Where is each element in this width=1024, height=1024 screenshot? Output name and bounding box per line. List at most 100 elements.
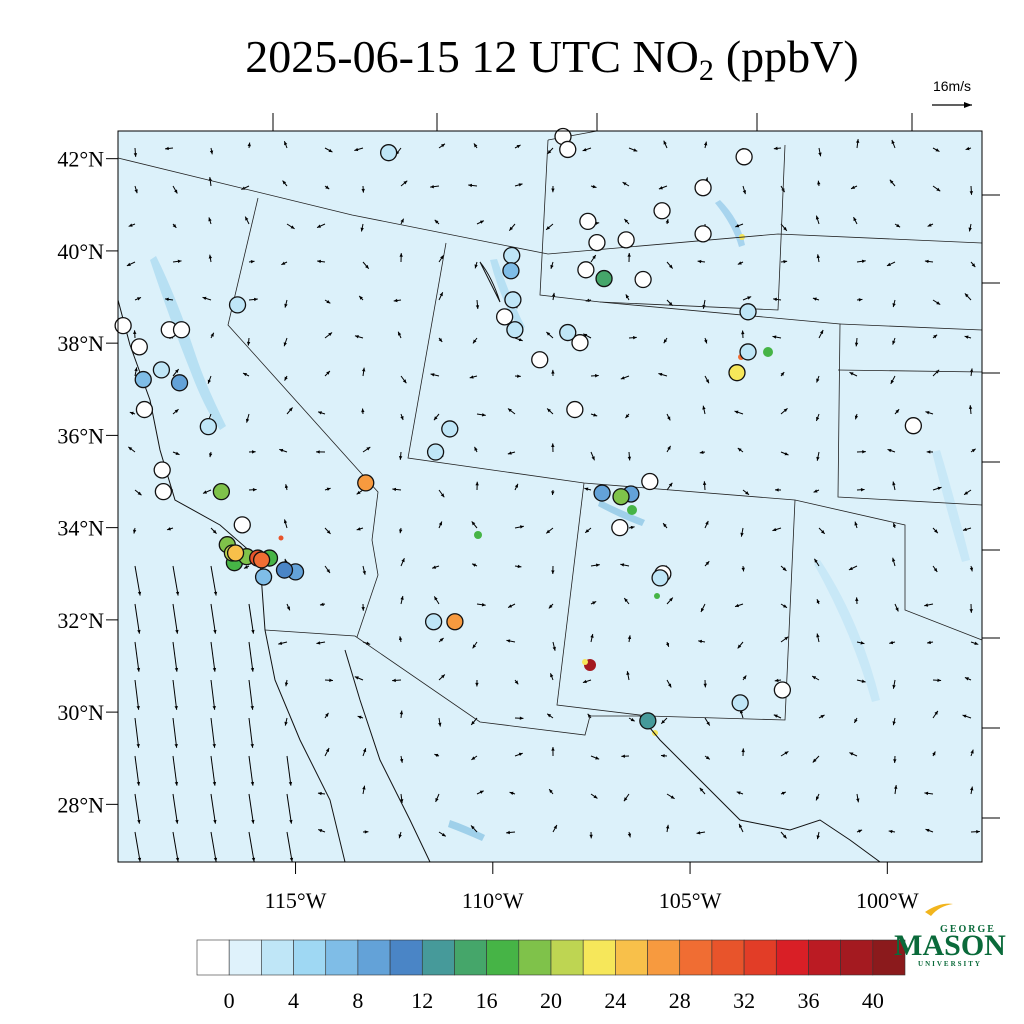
wind-arrow <box>590 793 598 799</box>
wind-arrow <box>894 603 899 612</box>
wind-head <box>133 153 138 157</box>
lat-tick-label: 42°N <box>57 147 104 172</box>
wind-arrow <box>433 596 440 605</box>
wind-arrow <box>660 754 668 758</box>
wind-arrow <box>248 679 254 710</box>
wind-arrow <box>134 297 142 301</box>
wind-arrow <box>284 484 289 491</box>
wind-arrow <box>476 603 486 607</box>
wind-head <box>935 148 940 152</box>
wind-arrow <box>737 261 744 265</box>
wind-arrow <box>470 825 478 833</box>
wind-arrow <box>509 791 516 795</box>
wind-head <box>439 292 443 297</box>
wind-arrow <box>172 831 180 862</box>
wind-head <box>251 857 256 862</box>
wind-head <box>128 223 133 227</box>
wind-arrow <box>475 679 479 687</box>
stations <box>114 127 923 730</box>
wind-head <box>245 418 250 423</box>
wind-head <box>213 591 218 596</box>
lat-tick-label: 34°N <box>57 516 104 541</box>
wind-head <box>937 678 942 682</box>
wind-head <box>175 369 179 373</box>
wind-head <box>136 781 141 786</box>
wind-head <box>290 225 295 229</box>
station <box>731 694 749 712</box>
wind-head <box>137 629 141 634</box>
wind-head <box>627 833 632 838</box>
station <box>357 474 375 492</box>
wind-head <box>509 226 513 231</box>
wind-arrow <box>134 565 142 596</box>
wind-arrow <box>932 147 940 152</box>
wind-arrow <box>702 481 707 491</box>
wind-arrow <box>172 679 178 710</box>
wind-arrow <box>816 375 820 383</box>
station <box>571 334 589 352</box>
wind-head <box>773 146 778 151</box>
wind-head <box>892 481 896 486</box>
wind-head <box>210 332 214 337</box>
wind-arrow <box>892 717 896 726</box>
wind-head <box>519 525 524 529</box>
wind-head <box>283 342 287 347</box>
wind-head <box>774 488 779 492</box>
wind-head <box>741 567 745 572</box>
wind-arrow <box>438 143 446 149</box>
wind-head <box>550 264 554 269</box>
wind-arrow <box>849 752 858 757</box>
wind-arrow <box>472 641 478 649</box>
wind-arrow <box>434 219 440 225</box>
wind-head <box>702 405 706 410</box>
wind-vectors <box>126 139 980 862</box>
wind-arrow <box>209 147 214 155</box>
wind-arrow <box>400 375 407 384</box>
wind-arrow <box>665 824 670 833</box>
wind-head <box>669 597 673 602</box>
wind-head <box>970 749 974 754</box>
wind-arrow <box>210 527 217 534</box>
wind-head <box>818 152 822 157</box>
wind-arrow <box>660 717 668 725</box>
colorbar-tick-label: 28 <box>669 988 691 1013</box>
lat-tick-label: 32°N <box>57 608 104 633</box>
wind-head <box>517 564 522 569</box>
wind-arrow <box>128 223 136 227</box>
wind-head <box>546 331 551 336</box>
station <box>153 461 171 479</box>
wind-arrow <box>811 675 820 681</box>
wind-arrow <box>932 486 942 491</box>
wind-head <box>665 824 670 829</box>
wind-arrow <box>354 676 364 681</box>
wind-arrow <box>172 565 180 596</box>
wind-shaft <box>248 755 254 786</box>
wind-arrow <box>856 641 865 645</box>
wind-head <box>126 262 131 266</box>
wind-head <box>971 263 976 268</box>
wind-head <box>132 529 137 534</box>
wind-head <box>174 409 179 413</box>
wind-arrow <box>356 489 364 495</box>
wind-head <box>403 180 408 185</box>
wind-arrow <box>210 603 217 634</box>
wind-head <box>590 633 594 638</box>
wind-arrow <box>172 755 179 786</box>
wind-head <box>858 829 863 833</box>
wind-arrow <box>134 717 140 748</box>
wind-arrow <box>854 337 859 347</box>
wind-head <box>860 488 865 492</box>
wind-head <box>703 683 707 688</box>
wind-arrow <box>590 374 599 378</box>
wind-arrow <box>622 181 630 187</box>
wind-arrow <box>965 146 972 151</box>
wind-head <box>317 791 322 796</box>
wind-arrow <box>210 717 216 748</box>
wind-head <box>328 148 333 153</box>
wind-arrow <box>134 755 141 786</box>
wind-arrow <box>780 371 785 377</box>
wind-arrow <box>514 374 521 378</box>
wind-head <box>507 451 512 455</box>
wind-arrow <box>780 565 787 572</box>
